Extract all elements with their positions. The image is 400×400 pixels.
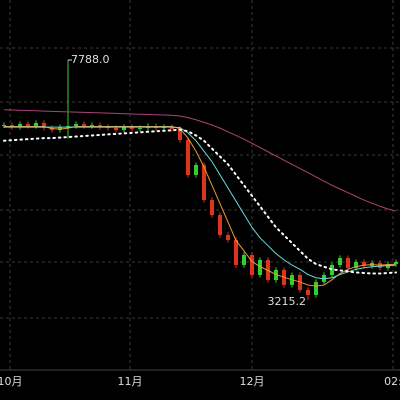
candle-body	[338, 257, 342, 265]
candle-body	[394, 261, 398, 264]
x-tick-label: 02:	[384, 375, 400, 388]
candle-body	[178, 128, 182, 140]
moving-average-line	[4, 126, 397, 287]
moving-average-line	[4, 126, 397, 280]
candle-body	[130, 126, 134, 129]
candle-body	[10, 124, 14, 127]
candle-body	[202, 164, 206, 200]
candle-body	[170, 126, 174, 129]
x-tick-label: 11月	[118, 375, 143, 388]
candle-body	[258, 259, 262, 275]
candle-body	[186, 139, 190, 176]
candle-body	[234, 239, 238, 265]
candle-body	[242, 254, 246, 265]
candle-body	[210, 199, 214, 215]
candle-body	[354, 261, 358, 268]
candle-body	[82, 123, 86, 126]
moving-average-line	[3, 109, 397, 212]
candle-body	[42, 122, 46, 128]
candle-body	[346, 257, 350, 268]
min-label: 3215.2	[268, 295, 307, 308]
candle-body	[98, 124, 102, 127]
candle-body	[330, 264, 334, 275]
candle-body	[306, 289, 310, 295]
candle-body	[18, 123, 22, 127]
x-tick-label: 12月	[240, 375, 265, 388]
moving-average-line	[3, 128, 397, 275]
candle-body	[298, 274, 302, 290]
candle-body	[34, 122, 38, 126]
candle-body	[314, 281, 318, 295]
candle-body	[74, 123, 78, 126]
candle-body	[194, 164, 198, 176]
x-tick-label: 10月	[0, 375, 23, 388]
candle-body	[122, 126, 126, 131]
candle-body	[90, 124, 94, 126]
candle-body	[114, 127, 118, 131]
max-label: 7788.0	[71, 53, 110, 66]
candle-body	[226, 234, 230, 240]
candle-body	[58, 126, 62, 131]
candle-body	[66, 125, 70, 127]
candle-body	[218, 214, 222, 235]
grid	[0, 47, 400, 371]
candle-body	[250, 254, 254, 275]
candle-body	[26, 123, 30, 126]
candle-body	[2, 124, 6, 126]
candle-body	[138, 127, 142, 129]
candle-body	[362, 261, 366, 266]
